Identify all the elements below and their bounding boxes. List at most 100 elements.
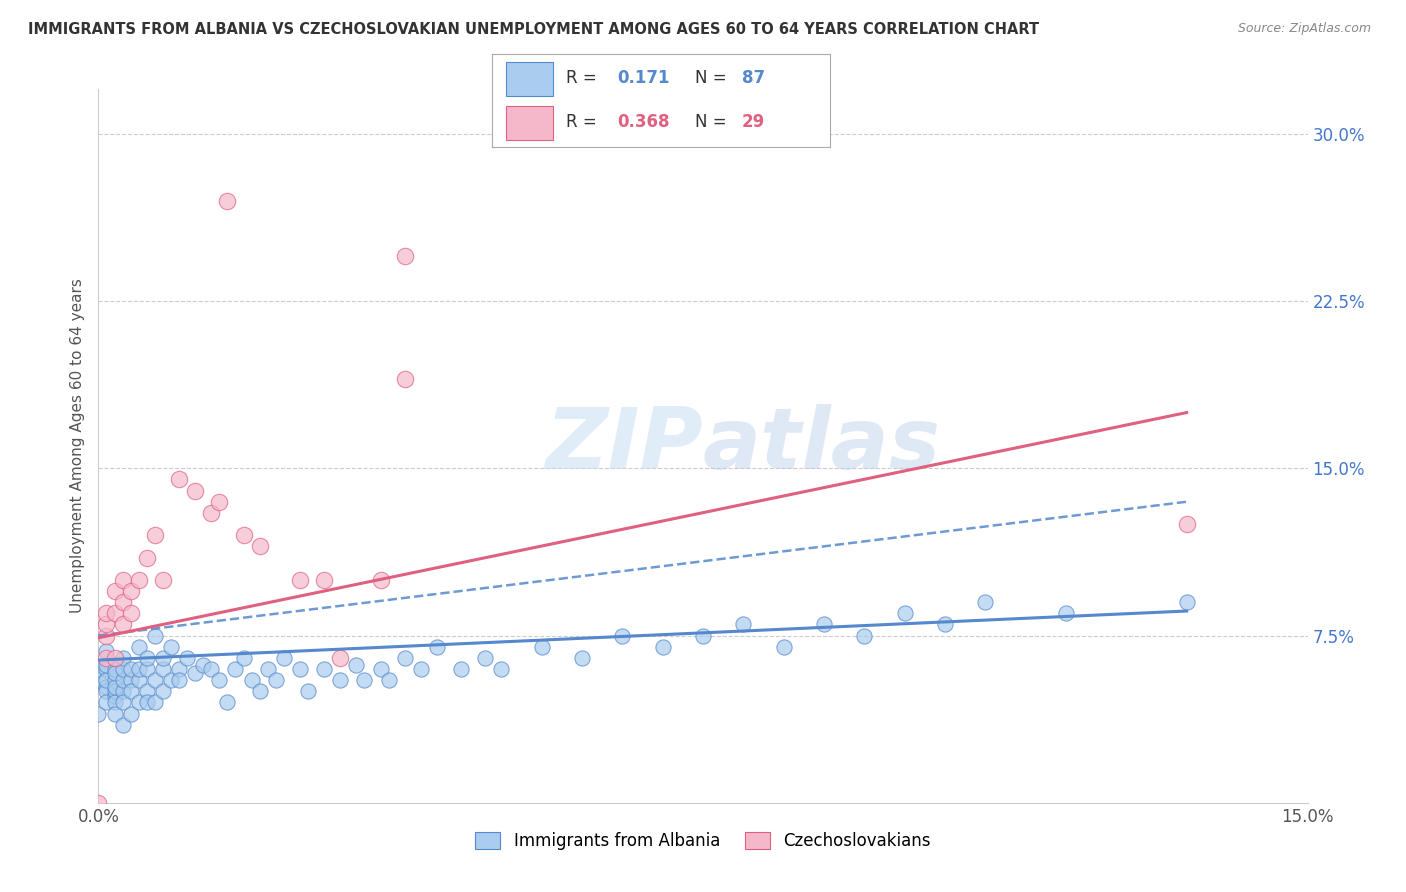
Point <box>120 706 142 721</box>
Text: R =: R = <box>567 70 607 87</box>
Point <box>377 673 399 687</box>
Point <box>314 662 336 676</box>
Point <box>96 617 118 632</box>
Point <box>934 617 956 632</box>
Point <box>87 673 110 687</box>
Point <box>426 640 449 654</box>
Point <box>103 662 125 676</box>
Point <box>974 595 997 609</box>
Point <box>692 628 714 642</box>
Text: 0.171: 0.171 <box>617 70 669 87</box>
Point <box>571 651 593 665</box>
Point <box>297 684 319 698</box>
Point <box>111 617 134 632</box>
Point <box>224 662 246 676</box>
Point <box>103 583 125 598</box>
Point <box>87 796 110 810</box>
Point <box>111 717 134 731</box>
Point <box>111 684 134 698</box>
Point <box>96 651 118 665</box>
Point <box>143 528 166 542</box>
Point <box>160 673 183 687</box>
Point <box>208 673 231 687</box>
Point <box>103 666 125 681</box>
Point <box>152 662 174 676</box>
Point <box>111 651 134 665</box>
Point <box>152 651 174 665</box>
Point <box>314 573 336 587</box>
Point <box>103 684 125 698</box>
Point <box>128 640 150 654</box>
Point <box>813 617 835 632</box>
Point <box>135 651 157 665</box>
Point <box>96 628 118 642</box>
Point <box>128 673 150 687</box>
Point <box>200 506 222 520</box>
Point <box>651 640 673 654</box>
Text: 29: 29 <box>742 113 765 131</box>
Point <box>167 473 190 487</box>
Point <box>256 662 278 676</box>
Point <box>160 640 183 654</box>
Point <box>128 573 150 587</box>
Point <box>200 662 222 676</box>
Point <box>120 607 142 621</box>
Point <box>772 640 794 654</box>
Point <box>87 706 110 721</box>
Text: 0.368: 0.368 <box>617 113 669 131</box>
Bar <box>506 106 553 140</box>
Point <box>288 662 311 676</box>
Point <box>450 662 472 676</box>
Point <box>184 483 207 498</box>
Point <box>249 684 271 698</box>
Point <box>96 607 118 621</box>
Point <box>853 628 876 642</box>
Point <box>111 662 134 676</box>
Point <box>135 696 157 710</box>
Point <box>103 696 125 710</box>
Point <box>167 662 190 676</box>
Point <box>135 550 157 565</box>
Point <box>96 680 118 694</box>
Point <box>474 651 496 665</box>
Point <box>103 689 125 703</box>
Point <box>103 680 125 694</box>
Text: Source: ZipAtlas.com: Source: ZipAtlas.com <box>1237 22 1371 36</box>
Point <box>96 662 118 676</box>
Point <box>353 673 375 687</box>
Point <box>135 684 157 698</box>
Point <box>103 651 125 665</box>
Point <box>394 651 416 665</box>
Point <box>491 662 513 676</box>
Point <box>1175 595 1198 609</box>
Point <box>193 657 215 672</box>
Point <box>893 607 915 621</box>
Point <box>96 657 118 672</box>
Point <box>1175 516 1198 531</box>
Text: N =: N = <box>695 70 731 87</box>
Point <box>176 651 198 665</box>
Text: IMMIGRANTS FROM ALBANIA VS CZECHOSLOVAKIAN UNEMPLOYMENT AMONG AGES 60 TO 64 YEAR: IMMIGRANTS FROM ALBANIA VS CZECHOSLOVAKI… <box>28 22 1039 37</box>
Point <box>394 372 416 386</box>
Bar <box>506 62 553 95</box>
Point <box>152 684 174 698</box>
Point <box>96 684 118 698</box>
Legend: Immigrants from Albania, Czechoslovakians: Immigrants from Albania, Czechoslovakian… <box>467 824 939 859</box>
Point <box>111 573 134 587</box>
Point <box>370 662 392 676</box>
Point <box>370 573 392 587</box>
Point <box>288 573 311 587</box>
Point <box>128 696 150 710</box>
Point <box>103 673 125 687</box>
Point <box>96 673 118 687</box>
Point <box>1054 607 1077 621</box>
Point <box>143 628 166 642</box>
Point <box>612 628 634 642</box>
Point <box>184 666 207 681</box>
Point <box>232 528 254 542</box>
Point <box>103 607 125 621</box>
Point <box>152 573 174 587</box>
Point <box>329 651 352 665</box>
Point <box>143 696 166 710</box>
Text: 87: 87 <box>742 70 765 87</box>
